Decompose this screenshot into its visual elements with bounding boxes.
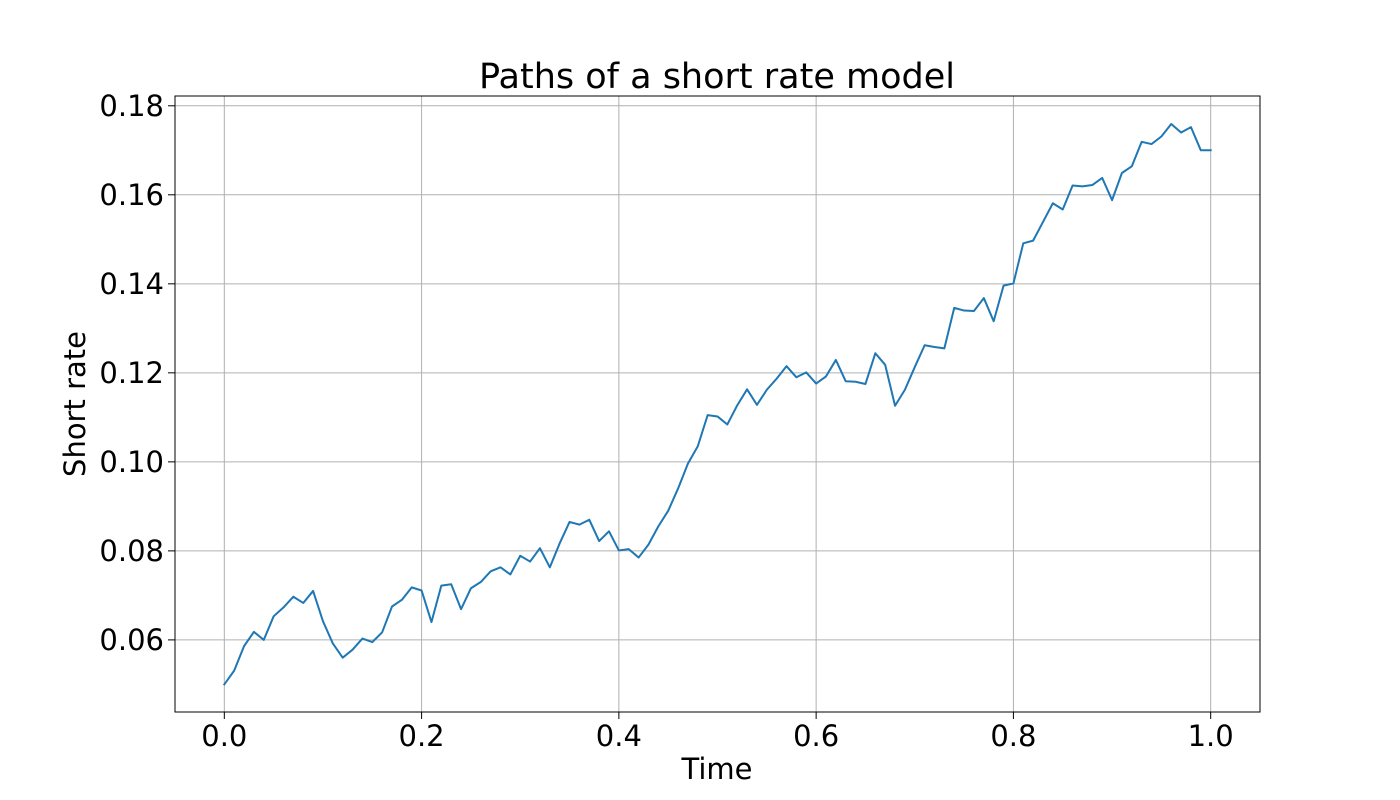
y-tick-label: 0.12 [99, 356, 164, 390]
chart-title: Paths of a short rate model [479, 57, 955, 97]
x-tick-label: 0.6 [793, 719, 839, 753]
plot-area-frame [174, 95, 1261, 713]
series-layer [222, 123, 1212, 686]
grid [175, 96, 1260, 712]
series-line [222, 123, 1212, 686]
x-tick-label: 0.4 [596, 719, 642, 753]
y-axis-ticks: 0.06 0.08 0.10 0.12 0.14 0.16 0.18 [99, 89, 175, 657]
y-tick-label: 0.14 [99, 267, 164, 301]
x-tick-label: 0.8 [990, 719, 1036, 753]
y-tick-label: 0.18 [99, 89, 164, 123]
x-tick-label: 0.0 [201, 719, 247, 753]
x-axis-label: Time [681, 752, 753, 786]
y-tick-label: 0.16 [99, 178, 164, 212]
x-tick-label: 1.0 [1188, 719, 1234, 753]
y-tick-label: 0.06 [99, 623, 164, 657]
y-tick-label: 0.10 [99, 445, 164, 479]
x-axis-ticks: 0.0 0.2 0.4 0.6 0.8 1.0 [201, 712, 1234, 753]
y-tick-label: 0.08 [99, 534, 164, 568]
y-axis-label: Short rate [58, 331, 92, 477]
x-tick-label: 0.2 [399, 719, 445, 753]
